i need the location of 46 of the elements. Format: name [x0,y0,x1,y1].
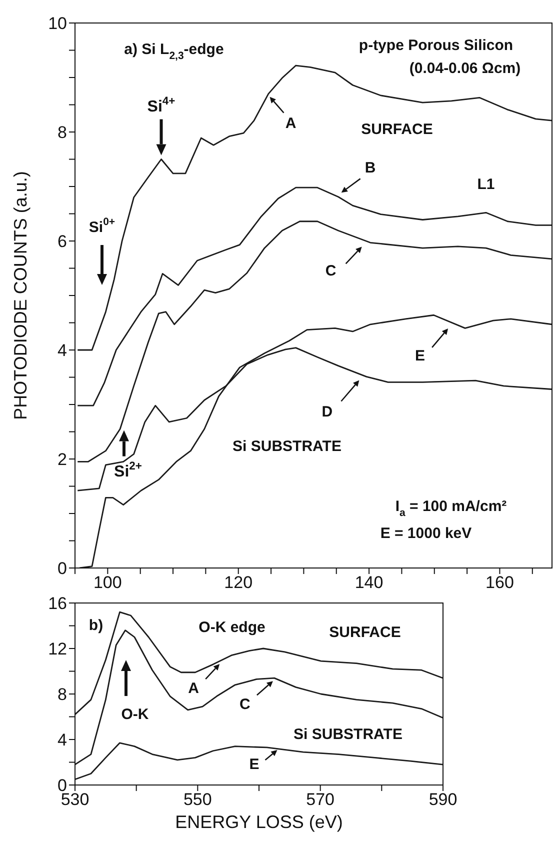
annotation: O-K edge [198,618,266,636]
annotation: O-K [121,706,149,723]
x-axis-title: ENERGY LOSS (eV) [175,812,343,832]
x-tick-label: 550 [183,790,212,810]
y-tick-label: 4 [58,341,67,360]
y-tick-label: 10 [48,14,67,34]
annotation: I$_{a}$ = 100 mA/cm² [395,498,507,519]
x-tick-label: 570 [306,790,335,810]
y-tick-label: 2 [58,450,67,470]
x-tick-label: 100 [93,573,122,592]
annotation: Si$^{4+}$ [147,95,176,116]
x-tick-label: 530 [60,790,90,810]
annotation: C [240,696,251,714]
annotation: SURFACE [329,624,401,641]
annotation: SURFACE [361,120,433,138]
annotation: (0.04-0.06 Ωcm) [409,60,521,77]
annotation: Si SUBSTRATE [232,438,342,455]
annotation: a) Si L$_{2,3}$-edge [124,40,224,62]
annotation: D [322,403,333,420]
annotation: E [415,347,426,364]
annotation: A [188,680,200,697]
line-series [78,314,552,568]
y-tick-label: 16 [48,594,67,614]
x-tick-label: 140 [354,573,384,592]
x-tick-label: 160 [486,573,514,592]
y-tick-label: 0 [58,559,67,578]
y-tick-label: 12 [48,640,67,659]
y-axis-title: PHOTODIODE COUNTS (a.u.) [10,171,30,420]
y-tick-label: 6 [58,232,67,252]
y-tick-label: 8 [58,685,67,704]
annotation: Si$^{0+}$ [88,216,116,236]
annotation: A [285,114,296,132]
annotation: p-type Porous Silicon [358,36,514,54]
x-tick-label: 120 [224,573,253,592]
annotation: b) [88,616,104,634]
annotation: E [249,756,260,773]
y-tick-label: 4 [58,730,67,750]
annotation: Si$^{2+}$ [114,460,142,481]
annotation: Si SUBSTRATE [294,726,402,743]
y-tick-label: 8 [58,123,67,142]
x-tick-label: 590 [428,790,458,810]
annotation: E = 1000 keV [380,524,472,542]
line-series [75,742,443,780]
annotation: C [325,262,336,280]
annotation: L1 [477,176,495,193]
annotation: B [364,160,376,177]
